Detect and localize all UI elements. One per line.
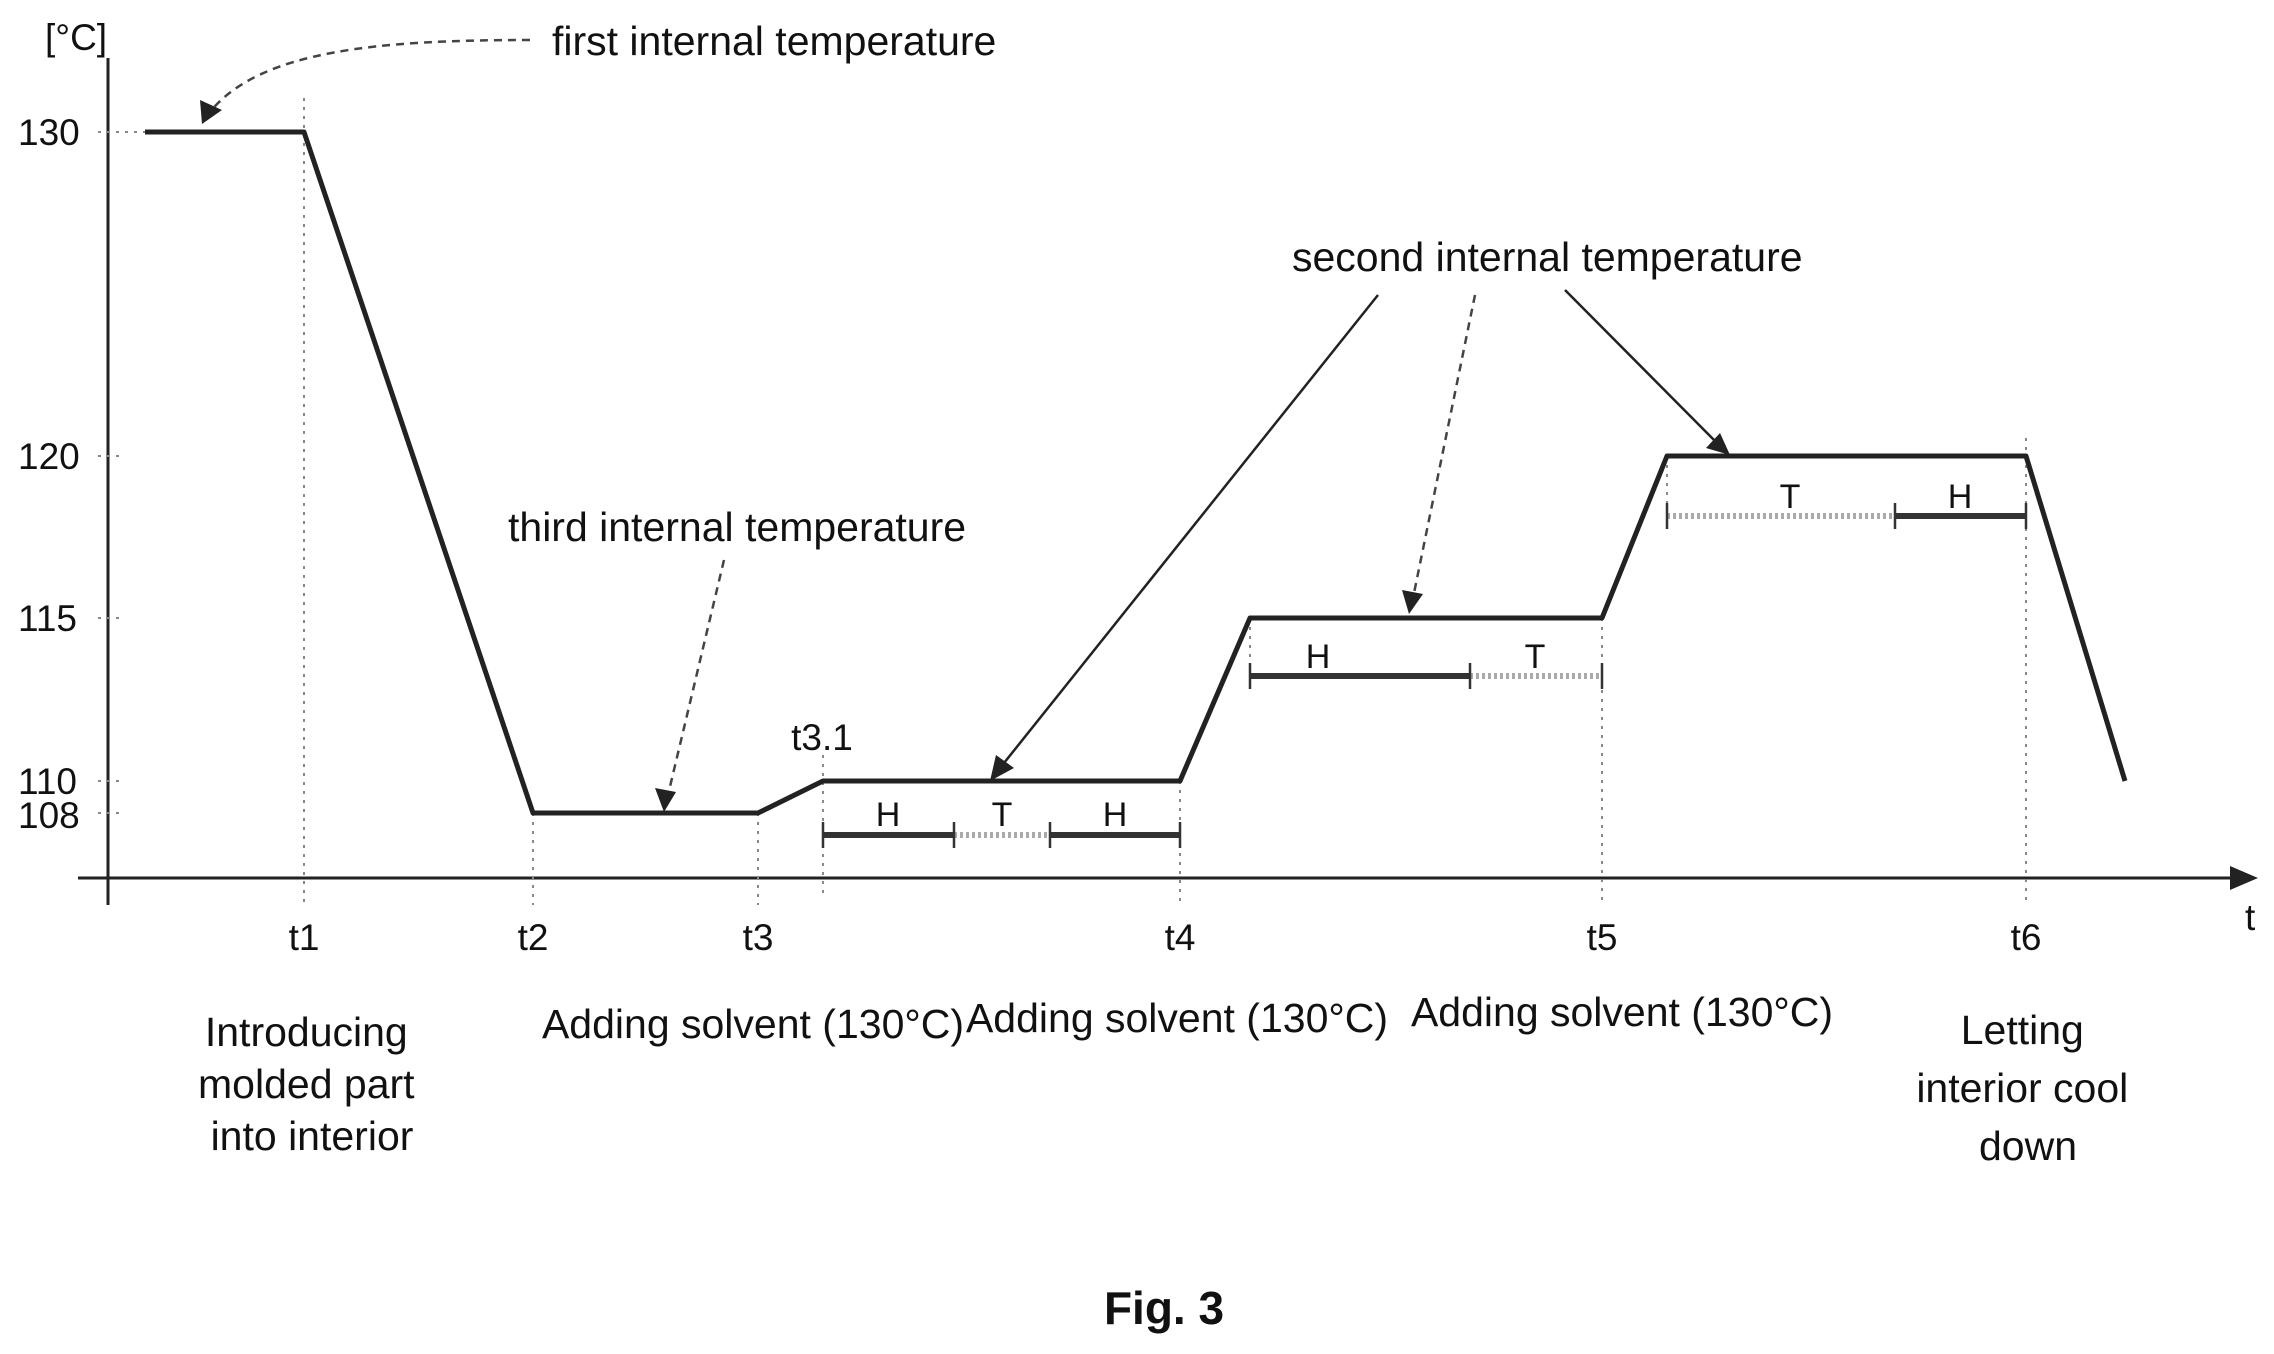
phase-introduce-line: molded part	[198, 1061, 415, 1107]
annotation-first-label: first internal temperature	[552, 18, 996, 64]
y-tick-115: 115	[18, 598, 77, 639]
segment-label: H	[1948, 478, 1973, 516]
annotation-second-leader-1	[999, 294, 1379, 769]
segment-group-2: H T	[1248, 638, 1604, 689]
x-tick-t31: t3.1	[791, 717, 853, 758]
phase-cooldown-line: interior cool	[1916, 1065, 2128, 1111]
phase-introduce: Introducing molded part into interior	[198, 1009, 426, 1159]
arrowhead-icon	[1706, 433, 1730, 455]
y-tick-130: 130	[18, 112, 80, 153]
segment-label: H	[876, 796, 901, 834]
temperature-curve	[145, 129, 2128, 816]
y-ticks: 130 120 115 110 108	[18, 112, 300, 836]
annotation-third-leader	[666, 559, 726, 796]
arrowhead-icon	[990, 755, 1014, 781]
x-axis-arrow	[2230, 866, 2258, 890]
y-tick-108: 108	[18, 795, 80, 836]
annotation-first-leader	[209, 38, 531, 113]
y-tick-120: 120	[18, 436, 80, 477]
x-ticks: t1 t2 t3 t3.1 t4 t5 t6	[289, 717, 2042, 958]
phase-solvent-1: Adding solvent (130°C)	[542, 1001, 964, 1047]
segment-label: H	[1306, 638, 1331, 676]
segment-label: T	[1525, 638, 1546, 676]
segment-label: T	[992, 796, 1013, 834]
annotation-second: second internal temperature	[990, 234, 1803, 781]
axes: [°C] t	[45, 17, 2258, 938]
x-tick-t1: t1	[289, 917, 320, 958]
y-axis-unit: [°C]	[45, 17, 107, 58]
annotation-second-leader-2	[1411, 294, 1477, 599]
segment-label: T	[1780, 478, 1801, 516]
phase-solvent-2: Adding solvent (130°C)	[966, 995, 1388, 1041]
time-guides	[303, 98, 2027, 905]
x-tick-t4: t4	[1165, 917, 1196, 958]
figure-caption: Fig. 3	[1104, 1282, 1224, 1334]
arrowhead-icon	[1402, 590, 1423, 614]
x-tick-t6: t6	[2011, 917, 2042, 958]
annotation-second-leader-3	[1564, 289, 1719, 445]
phase-solvent-3: Adding solvent (130°C)	[1411, 989, 1833, 1035]
phase-cooldown-line: Letting	[1961, 1007, 2084, 1053]
segment-group-1: H T H	[821, 796, 1182, 848]
annotation-third: third internal temperature	[508, 504, 966, 812]
arrowhead-icon	[655, 788, 676, 812]
phase-introduce-line: Introducing	[205, 1009, 408, 1055]
x-tick-t5: t5	[1587, 917, 1618, 958]
phase-cooldown-line: down	[1979, 1123, 2077, 1169]
x-tick-t3: t3	[743, 917, 774, 958]
annotation-second-label: second internal temperature	[1292, 234, 1803, 280]
segment-group-3: T H	[1665, 478, 2028, 529]
x-tick-t2: t2	[518, 917, 549, 958]
phase-cooldown: Letting interior cool down	[1916, 1007, 2139, 1169]
phase-labels: Introducing molded part into interior Ad…	[198, 989, 2139, 1169]
phase-introduce-line: into interior	[211, 1113, 414, 1159]
annotation-third-label: third internal temperature	[508, 504, 966, 550]
x-axis-label: t	[2245, 897, 2256, 938]
arrowhead-icon	[200, 100, 222, 124]
segment-label: H	[1103, 796, 1128, 834]
y-tick-110: 110	[18, 761, 77, 802]
annotation-first: first internal temperature	[200, 18, 996, 124]
